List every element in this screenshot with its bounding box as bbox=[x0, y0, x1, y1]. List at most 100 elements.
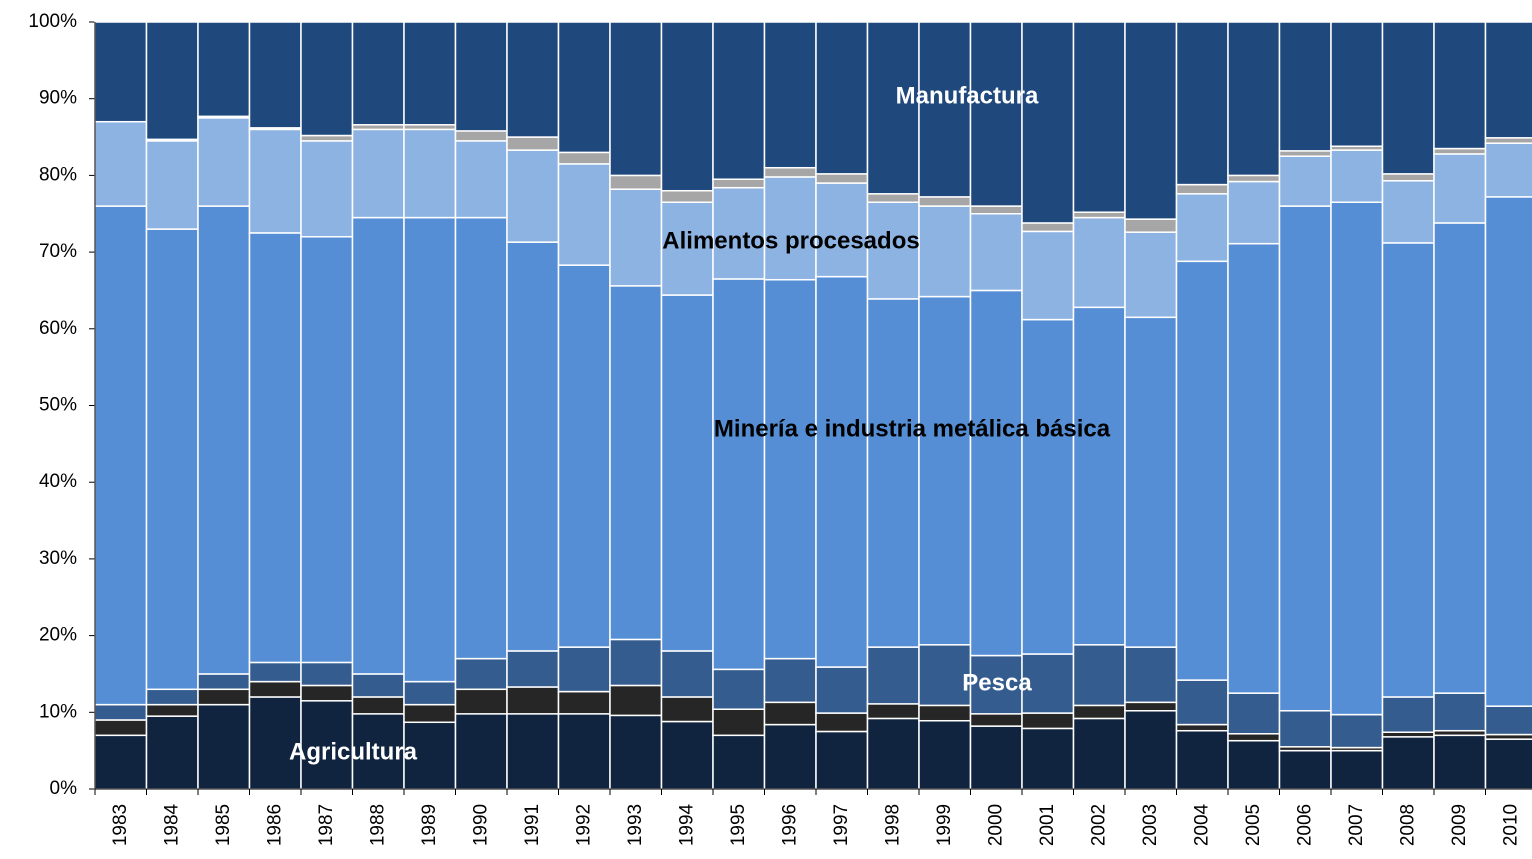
bar-segment bbox=[351, 128, 405, 219]
x-tick-label: 1995 bbox=[728, 804, 749, 846]
bar-segment bbox=[248, 661, 302, 683]
bar-segment bbox=[1433, 147, 1487, 155]
x-tick-label: 2003 bbox=[1140, 804, 1161, 846]
bar-segment bbox=[1021, 727, 1075, 790]
bar-segment bbox=[454, 688, 508, 715]
bar-segment bbox=[969, 213, 1023, 292]
bar-segment bbox=[1381, 173, 1435, 182]
bar-segment bbox=[454, 21, 508, 132]
bar-segment bbox=[1484, 196, 1532, 707]
bar-segment bbox=[660, 21, 714, 192]
bar-segment bbox=[763, 21, 817, 169]
bar-segment bbox=[454, 130, 508, 142]
x-tick-label: 1988 bbox=[367, 804, 388, 846]
bar-segment bbox=[1484, 738, 1532, 790]
bar-segment bbox=[1072, 216, 1126, 309]
bar-segment bbox=[866, 703, 920, 720]
bar-segment bbox=[918, 21, 972, 198]
y-tick-label: 30% bbox=[39, 548, 77, 569]
bar-segment bbox=[1072, 306, 1126, 646]
bar-segment bbox=[248, 232, 302, 664]
bar-segment bbox=[1330, 749, 1384, 790]
bar-segment bbox=[94, 719, 148, 737]
bar-segment bbox=[403, 680, 457, 706]
y-tick-label: 70% bbox=[39, 241, 77, 262]
bar-segment bbox=[1124, 646, 1178, 704]
bar-segment bbox=[94, 21, 148, 123]
bar-segment bbox=[1175, 729, 1229, 790]
series-label: Alimentos procesados bbox=[662, 227, 919, 254]
bar-segment bbox=[660, 650, 714, 698]
x-tick-label: 2005 bbox=[1243, 804, 1264, 846]
bar-segment bbox=[1072, 211, 1126, 219]
bar-segment bbox=[1175, 21, 1229, 186]
bar-segment bbox=[969, 21, 1023, 207]
x-tick-label: 2009 bbox=[1449, 804, 1470, 846]
x-tick-label: 2007 bbox=[1346, 804, 1367, 846]
bar-segment bbox=[506, 136, 560, 151]
bar-segment bbox=[300, 140, 354, 238]
x-tick-label: 1996 bbox=[779, 804, 800, 846]
bar-segment bbox=[815, 712, 869, 733]
bar-segment bbox=[557, 646, 611, 693]
bar-segment bbox=[454, 713, 508, 790]
bar-segment bbox=[1175, 260, 1229, 681]
bar-segment bbox=[1278, 710, 1332, 748]
bar-segment bbox=[557, 151, 611, 165]
bar-segment bbox=[300, 684, 354, 702]
bar-segment bbox=[1278, 205, 1332, 712]
bar-segment bbox=[557, 690, 611, 715]
bar-segment bbox=[969, 713, 1023, 727]
bar-segment bbox=[763, 278, 817, 660]
bar-segment bbox=[248, 128, 302, 234]
bar-segment bbox=[1278, 21, 1332, 152]
bar-segment bbox=[969, 205, 1023, 215]
x-tick-label: 1997 bbox=[831, 804, 852, 846]
x-tick-label: 1985 bbox=[213, 804, 234, 846]
bar-segment bbox=[1433, 21, 1487, 150]
y-tick-label: 0% bbox=[50, 778, 78, 799]
bar-segment bbox=[1072, 21, 1126, 213]
bar-segment bbox=[815, 666, 869, 714]
bar-segment bbox=[918, 719, 972, 790]
bar-segment bbox=[1484, 142, 1532, 198]
x-tick-label: 2000 bbox=[985, 804, 1006, 846]
bar-segment bbox=[609, 21, 663, 177]
bar-segment bbox=[1227, 733, 1281, 742]
x-tick-label: 2006 bbox=[1294, 804, 1315, 846]
bar-segment bbox=[506, 686, 560, 715]
bar-segment bbox=[1227, 242, 1281, 694]
bar-segment bbox=[1484, 137, 1532, 144]
x-tick-label: 1998 bbox=[882, 804, 903, 846]
bar-segment bbox=[712, 178, 766, 189]
bar-segment bbox=[351, 696, 405, 715]
bar-segment bbox=[94, 120, 148, 207]
bar-segment bbox=[1330, 21, 1384, 148]
bar-segment bbox=[454, 140, 508, 219]
bar-segment bbox=[660, 189, 714, 203]
bar-segment bbox=[506, 650, 560, 688]
bar-segment bbox=[1021, 318, 1075, 655]
bar-segment bbox=[197, 673, 251, 691]
bar-segment bbox=[1124, 21, 1178, 220]
bar-segment bbox=[815, 182, 869, 278]
x-tick-label: 1986 bbox=[264, 804, 285, 846]
bar-segment bbox=[918, 704, 972, 722]
bar-segment bbox=[1124, 710, 1178, 790]
bar-segment bbox=[557, 21, 611, 154]
y-tick-label: 20% bbox=[39, 625, 77, 646]
bar-segment bbox=[1433, 692, 1487, 732]
x-tick-label: 2002 bbox=[1088, 804, 1109, 846]
bar-segment bbox=[1072, 704, 1126, 720]
bar-segment bbox=[1330, 201, 1384, 716]
bar-segment bbox=[712, 21, 766, 180]
bar-segment bbox=[1227, 180, 1281, 245]
bar-segment bbox=[300, 134, 354, 142]
bar-segment bbox=[1124, 231, 1178, 319]
bar-segment bbox=[815, 275, 869, 668]
bar-segment bbox=[94, 734, 148, 790]
bar-segment bbox=[1278, 150, 1332, 157]
bar-segment bbox=[1021, 230, 1075, 321]
y-tick-label: 100% bbox=[28, 11, 77, 32]
